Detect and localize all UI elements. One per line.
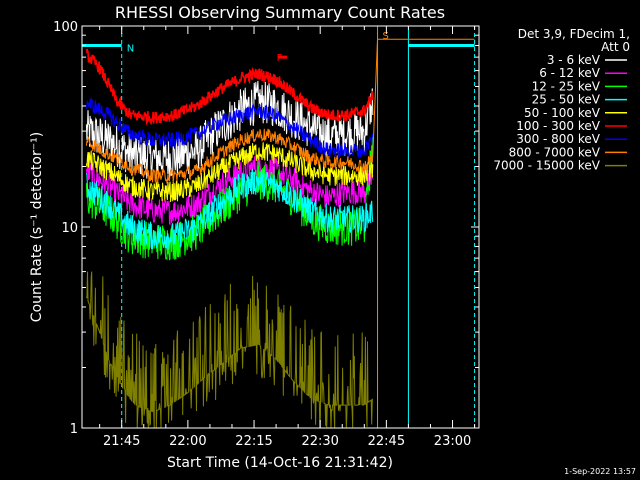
series-line-4 (85, 168, 374, 250)
legend-entry-label: 7000 - 15000 keV (493, 159, 600, 173)
legend-entry-label: 12 - 25 keV (532, 79, 601, 93)
chart-title: RHESSI Observing Summary Count Rates (115, 3, 445, 22)
x-tick-label: 22:00 (169, 434, 206, 449)
legend-entry-label: 6 - 12 keV (539, 66, 601, 80)
legend-entry-label: 300 - 800 keV (516, 132, 600, 146)
x-axis-label: Start Time (14-Oct-16 21:31:42) (167, 455, 393, 471)
legend-header-line: Att 0 (601, 40, 630, 54)
legend-entry-label: 3 - 6 keV (547, 53, 601, 67)
series-line-7 (85, 97, 374, 160)
plot-area (82, 26, 476, 428)
x-tick-label: 21:45 (103, 434, 140, 449)
series-line-2 (85, 155, 374, 225)
series-line-8 (85, 38, 475, 185)
legend-entry-label: 100 - 300 keV (516, 119, 600, 133)
x-tick-label: 22:45 (368, 434, 405, 449)
series-line-1 (85, 80, 374, 180)
legend-entry-label: 50 - 100 keV (524, 106, 601, 120)
legend-entry-label: 25 - 50 keV (532, 93, 601, 107)
y-axis-label: Count Rate (s⁻¹ detector⁻¹) (29, 132, 45, 322)
annotation-s: S (383, 31, 389, 42)
x-tick-label: 23:00 (434, 434, 471, 449)
series-line-6 (85, 48, 374, 126)
x-tick-label: 22:30 (301, 434, 338, 449)
timestamp: 1-Sep-2022 13:57 (564, 467, 636, 476)
x-tick-label: 22:15 (235, 434, 272, 449)
legend-entry-label: 800 - 7000 keV (509, 145, 601, 159)
y-tick-label: 10 (61, 221, 78, 236)
annotation-n: N (127, 44, 134, 55)
series-line-5 (85, 142, 374, 203)
y-tick-label: 100 (53, 20, 78, 35)
y-tick-label: 1 (70, 422, 78, 437)
series-line-9 (85, 271, 374, 428)
legend-header-line: Det 3,9, FDecim 1, (518, 27, 630, 41)
